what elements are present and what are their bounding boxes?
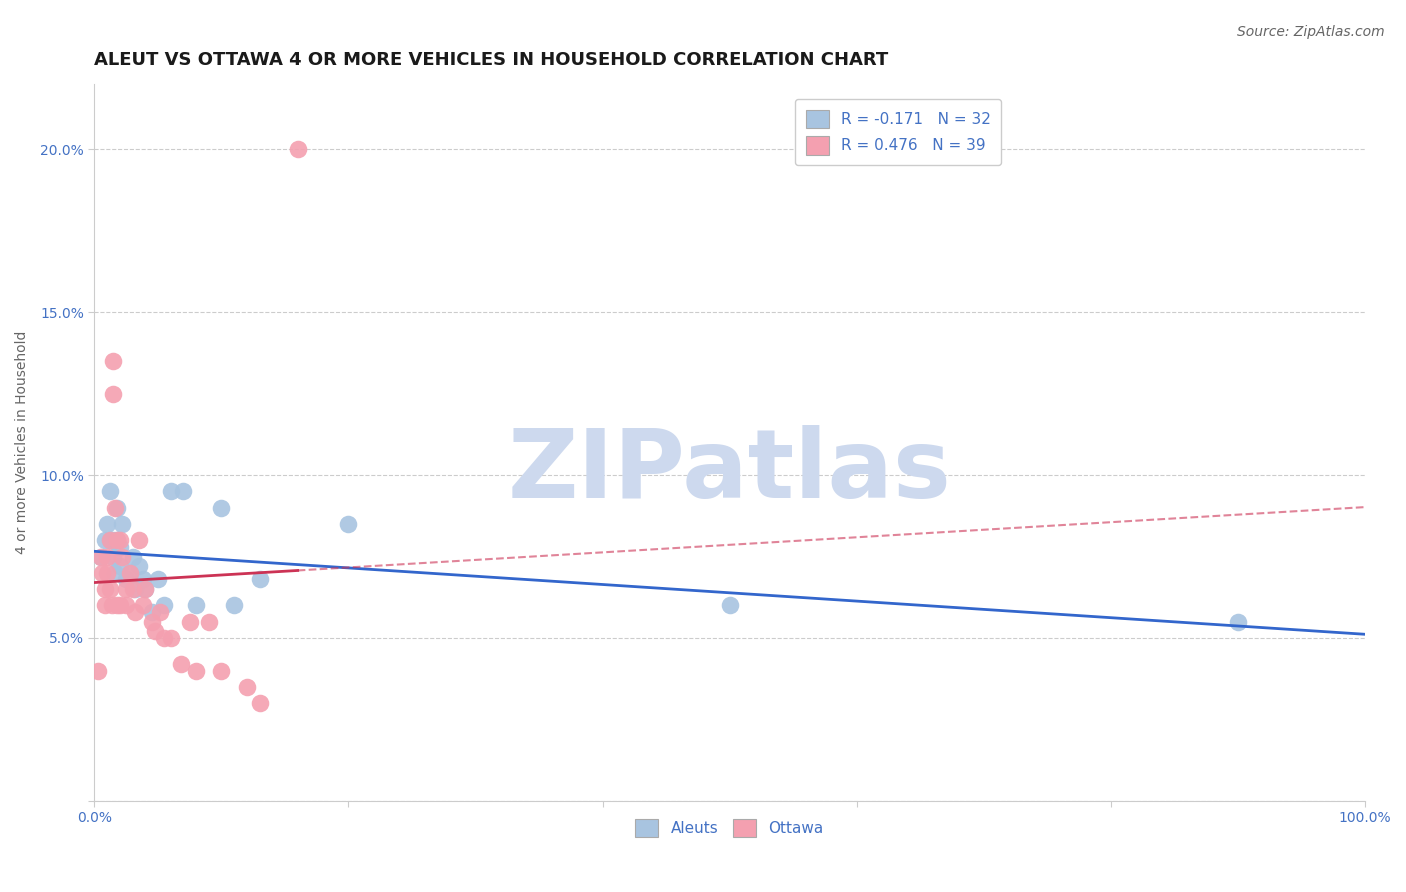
- Point: [128, 533, 150, 548]
- Text: ALEUT VS OTTAWA 4 OR MORE VEHICLES IN HOUSEHOLD CORRELATION CHART: ALEUT VS OTTAWA 4 OR MORE VEHICLES IN HO…: [94, 51, 889, 69]
- Point: [93, 582, 115, 596]
- Point: [134, 582, 156, 596]
- Point: [115, 599, 138, 613]
- Point: [108, 533, 131, 548]
- Point: [96, 516, 118, 531]
- Point: [105, 599, 128, 613]
- Point: [115, 572, 138, 586]
- Point: [111, 549, 134, 564]
- Point: [121, 549, 143, 564]
- Point: [124, 605, 146, 619]
- Legend: Aleuts, Ottawa: Aleuts, Ottawa: [628, 813, 830, 844]
- Point: [224, 599, 246, 613]
- Point: [105, 500, 128, 515]
- Point: [93, 599, 115, 613]
- Point: [124, 582, 146, 596]
- Point: [98, 533, 121, 548]
- Point: [91, 566, 114, 580]
- Point: [249, 572, 271, 586]
- Point: [149, 605, 172, 619]
- Point: [337, 516, 360, 531]
- Point: [131, 572, 153, 586]
- Point: [108, 540, 131, 554]
- Point: [87, 664, 110, 678]
- Point: [115, 582, 138, 596]
- Point: [101, 599, 124, 613]
- Point: [236, 680, 259, 694]
- Point: [104, 566, 127, 580]
- Text: ZIPatlas: ZIPatlas: [508, 425, 952, 517]
- Point: [287, 142, 309, 156]
- Point: [159, 631, 181, 645]
- Point: [179, 615, 201, 629]
- Y-axis label: 4 or more Vehicles in Household: 4 or more Vehicles in Household: [15, 331, 30, 554]
- Point: [103, 386, 125, 401]
- Point: [103, 549, 125, 564]
- Point: [118, 566, 141, 580]
- Point: [170, 657, 193, 671]
- Point: [134, 582, 156, 596]
- Point: [131, 599, 153, 613]
- Point: [146, 572, 169, 586]
- Point: [172, 484, 194, 499]
- Point: [153, 631, 176, 645]
- Point: [111, 516, 134, 531]
- Point: [128, 559, 150, 574]
- Point: [105, 533, 128, 548]
- Point: [103, 354, 125, 368]
- Point: [718, 599, 741, 613]
- Point: [98, 582, 121, 596]
- Point: [96, 566, 118, 580]
- Point: [153, 599, 176, 613]
- Point: [104, 500, 127, 515]
- Point: [93, 533, 115, 548]
- Point: [209, 500, 232, 515]
- Point: [105, 533, 128, 548]
- Point: [108, 599, 131, 613]
- Point: [121, 582, 143, 596]
- Point: [98, 533, 121, 548]
- Point: [141, 605, 163, 619]
- Point: [98, 484, 121, 499]
- Point: [141, 615, 163, 629]
- Point: [184, 599, 207, 613]
- Point: [145, 624, 167, 639]
- Point: [209, 664, 232, 678]
- Point: [118, 566, 141, 580]
- Text: Source: ZipAtlas.com: Source: ZipAtlas.com: [1237, 25, 1385, 39]
- Point: [1226, 615, 1249, 629]
- Point: [96, 549, 118, 564]
- Point: [90, 549, 112, 564]
- Point: [108, 559, 131, 574]
- Point: [103, 533, 125, 548]
- Point: [90, 549, 112, 564]
- Point: [197, 615, 219, 629]
- Point: [249, 696, 271, 710]
- Point: [159, 484, 181, 499]
- Point: [184, 664, 207, 678]
